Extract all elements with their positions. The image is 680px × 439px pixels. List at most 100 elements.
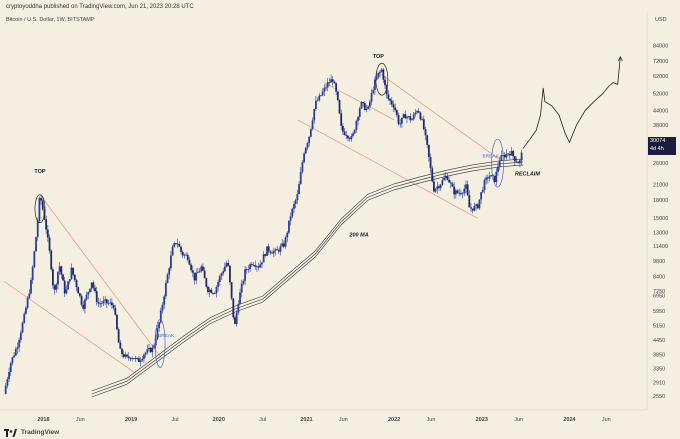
candle-body [470, 207, 472, 209]
candle-body [239, 292, 241, 304]
candle-body [151, 347, 154, 353]
x-tick-label: 2020 [213, 417, 225, 423]
candle-body [261, 262, 263, 265]
candle-body [453, 186, 456, 195]
y-tick-label: 2550 [653, 394, 665, 400]
x-tick-label: Jun [427, 417, 436, 423]
break-ellipse [491, 138, 504, 188]
candle-body [281, 243, 284, 247]
publisher-header: cryptoyoddha published on TradingView.co… [6, 4, 194, 10]
candle-body [11, 357, 14, 364]
candle-body [274, 249, 277, 252]
candle-body [333, 81, 336, 84]
y-tick-label: 7250 [653, 289, 665, 295]
candle-body [244, 269, 246, 281]
candle-body [298, 184, 300, 195]
candle-body [164, 283, 167, 297]
candle-body [77, 287, 80, 294]
ma-200-line [91, 158, 524, 398]
candle-body [50, 250, 53, 270]
candle-body [458, 192, 461, 194]
break-ellipse [154, 319, 166, 368]
candle-body [218, 276, 221, 283]
candle-body [380, 69, 383, 72]
chart-annotation: BREAK [482, 153, 499, 159]
candle-body [289, 216, 292, 221]
top-ellipse [375, 62, 389, 96]
candle-body [315, 100, 317, 110]
candle-body [259, 264, 262, 268]
candle-body [117, 329, 120, 343]
candle-body [67, 281, 69, 290]
annotations: TOP TOP BREAK BREAK RECLAIM 200 MA [34, 54, 540, 339]
candle-body [124, 354, 127, 357]
candle-body [294, 200, 297, 205]
candle-body [95, 291, 98, 303]
candle-body [25, 307, 27, 314]
candle-body [161, 304, 164, 311]
candle-body [104, 299, 107, 301]
candle-body [308, 136, 311, 144]
x-tick-label: Jun [339, 417, 348, 423]
y-tick-label: 15000 [653, 216, 668, 222]
candle-body [112, 304, 115, 308]
chart-annotation: TOP [34, 169, 46, 175]
candle-body [498, 160, 501, 167]
candle-body [362, 102, 365, 104]
candle-body [114, 307, 117, 315]
candle-body [262, 254, 265, 263]
candle-body [358, 108, 361, 117]
ma-line [91, 161, 524, 395]
candle-body [183, 254, 186, 256]
candle-body [367, 106, 370, 109]
y-tick-label: 38000 [653, 123, 668, 129]
candle-body [311, 120, 314, 129]
trendlines [3, 70, 500, 374]
candle-body [271, 252, 273, 254]
candle-body [18, 339, 21, 348]
y-tick-label: 44000 [653, 108, 668, 114]
y-tick-label: 21000 [653, 182, 668, 188]
candle-body [127, 356, 130, 358]
y-tick-label: 84000 [653, 43, 668, 49]
candle-body [519, 160, 521, 164]
candle-body [121, 348, 123, 355]
candle-body [222, 271, 225, 274]
candle-body [31, 267, 34, 281]
candle-body [394, 107, 397, 111]
candle-body [264, 254, 267, 256]
candle-body [293, 204, 295, 209]
candle-body [171, 246, 174, 256]
candle-body [185, 254, 187, 256]
candle-body [461, 193, 464, 195]
candle-body [13, 355, 16, 358]
top-ellipse [34, 194, 46, 224]
candle-body [412, 114, 415, 120]
y-tick-label: 9800 [653, 259, 665, 265]
candle-body [8, 371, 10, 380]
x-tick-label: Jun [602, 417, 611, 423]
candle-body [301, 162, 304, 172]
candle-body [424, 129, 427, 136]
candle-body [102, 300, 105, 304]
candle-body [82, 304, 85, 309]
candle-body [213, 293, 216, 295]
candle-body [85, 294, 88, 300]
candle-body [505, 153, 508, 158]
candle-body [416, 111, 418, 113]
candle-body [230, 282, 233, 299]
candle-body [242, 280, 245, 284]
candle-body [495, 171, 498, 182]
candle-body [330, 79, 332, 83]
candle-body [46, 229, 49, 238]
candle-body [316, 100, 319, 102]
candle-body [41, 200, 44, 210]
candle-body [272, 251, 275, 254]
candle-body [372, 89, 375, 94]
candle-body [109, 302, 112, 304]
candle-body [122, 354, 125, 357]
candle-body [94, 287, 96, 292]
candle-body [90, 282, 93, 289]
candle-body [176, 243, 179, 245]
